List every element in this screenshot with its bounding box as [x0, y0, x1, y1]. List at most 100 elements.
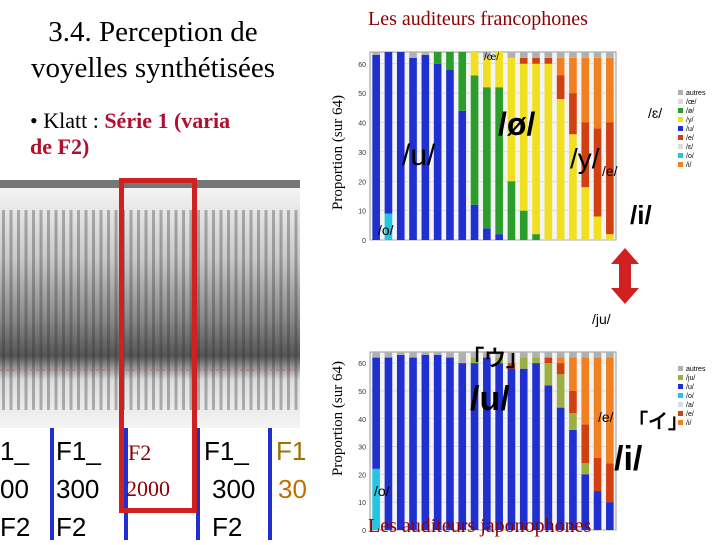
chart-japonophones-svg: 0102030405060autres/ju//u//o//a//e//i//o…	[358, 311, 706, 535]
bar-segment	[556, 357, 565, 364]
bar-segment	[569, 57, 577, 94]
bar-segment	[483, 352, 491, 358]
spectrogram-image	[0, 180, 300, 540]
legend-entry: /ɛ/	[686, 144, 693, 151]
bar-segment	[556, 99, 565, 240]
bar-segment	[519, 210, 528, 240]
spectro-striation	[2, 210, 5, 410]
chart-annotation: /e/	[602, 163, 618, 179]
slide-title: 3.4. Perception de voyelles synthétisées	[8, 14, 298, 86]
bar-segment	[458, 352, 467, 364]
bar-segment	[544, 52, 553, 58]
bar-segment	[606, 352, 614, 358]
bar-segment	[433, 63, 442, 240]
bar-segment	[495, 87, 503, 235]
bar-segment	[606, 463, 614, 503]
bar-segment	[569, 413, 577, 430]
title-line-1: 3.4. Perception de	[48, 16, 258, 48]
legend-entry: /u/	[686, 126, 694, 133]
f-label-5: 300	[212, 474, 256, 504]
legend-swatch	[678, 393, 683, 398]
chart-annotation: 「ウ」	[462, 346, 528, 371]
bar-segment	[458, 52, 467, 111]
bar-segment	[593, 457, 602, 492]
legend-entry: autres	[686, 90, 706, 97]
spectro-striation	[294, 210, 298, 410]
spectro-divider	[50, 428, 54, 540]
legend-entry: /ø/	[686, 108, 694, 115]
bar-segment	[372, 52, 380, 55]
spectro-striation	[144, 210, 148, 410]
f-label-2: 300	[56, 474, 100, 504]
bar-segment	[495, 352, 503, 358]
legend-entry: /o/	[686, 153, 694, 160]
f-left-label-2: 00	[0, 474, 29, 504]
legend-entry: /e/	[686, 135, 694, 142]
bar-segment	[384, 357, 393, 530]
bar-segment	[581, 463, 590, 475]
y-tick-label: 0	[362, 528, 366, 535]
bar-segment	[396, 52, 405, 240]
bar-segment	[556, 363, 565, 375]
chart-annotation: /e/	[598, 409, 614, 425]
spectro-striation	[174, 210, 178, 410]
chart-japonophones: 0 10 20 30 40 50 60 autres/ju//u//o//a//e//i//o…	[298, 300, 720, 540]
bar-segment	[519, 352, 528, 358]
legend-entry: /ju/	[686, 375, 695, 382]
bar-segment	[581, 122, 590, 188]
spectro-striation	[167, 210, 170, 410]
bar-segment	[593, 352, 602, 358]
y-tick-label: 0	[362, 238, 366, 245]
spectro-striation	[9, 210, 13, 410]
bar-segment	[507, 52, 516, 58]
spectro-striation	[62, 210, 65, 410]
bar-segment	[544, 363, 553, 386]
y-tick-label: 60	[358, 361, 366, 368]
bar-segment	[569, 357, 577, 391]
spectro-striation	[159, 210, 163, 410]
highlight-frame	[119, 178, 197, 513]
legend-swatch	[678, 108, 683, 113]
legend-entry: /œ/	[686, 99, 697, 106]
chart-francophones-svg: 0 10 20 30 40 50 60 autres/œ/ /ø/ /y/ /u/ /e/ /ɛ/ /o/…	[358, 51, 706, 245]
bar-segment	[507, 352, 516, 364]
y-tick-label: 20	[358, 472, 366, 479]
spectro-divider	[268, 428, 272, 540]
bar-segment	[593, 491, 602, 530]
bar-segment	[458, 110, 467, 240]
legend-entry: /u/	[686, 384, 694, 391]
f-left-label-3: F2	[0, 512, 31, 542]
bar-segment	[556, 57, 565, 76]
legend-entry: /e/	[686, 411, 694, 418]
bar-segment	[532, 234, 540, 240]
legend-entry: /o/	[686, 393, 694, 400]
bar-segment	[606, 57, 614, 123]
bullet-prefix: • Klatt :	[30, 108, 105, 133]
spectro-striation	[129, 210, 133, 410]
bar-segment	[470, 75, 479, 205]
bullet-highlight: Série 1 (varia	[104, 108, 231, 133]
bar-segment	[507, 181, 516, 240]
bar-segment	[519, 57, 528, 64]
legend-swatch	[678, 126, 683, 131]
bar-segment	[593, 57, 602, 129]
bar-segment	[606, 234, 614, 240]
bar-segment	[470, 352, 479, 358]
spectro-striation	[219, 210, 223, 410]
legend-swatch	[678, 117, 683, 122]
bar-segment	[384, 352, 393, 358]
bar-segment	[593, 216, 602, 240]
title-line-2: voyelles synthétisées	[30, 52, 276, 84]
spectro-striation	[257, 210, 260, 410]
spectrogram-svg	[0, 180, 300, 540]
bar-segment	[544, 352, 553, 358]
spectro-striation	[84, 210, 88, 410]
chart-annotation: /u/	[402, 139, 436, 172]
spectro-striation	[107, 210, 110, 410]
bar-segment	[532, 57, 540, 64]
bar-segment	[519, 63, 528, 211]
bar-segment	[593, 128, 602, 217]
bar-segment	[421, 352, 430, 355]
spectro-striation	[32, 210, 35, 410]
bar-segment	[421, 354, 430, 530]
